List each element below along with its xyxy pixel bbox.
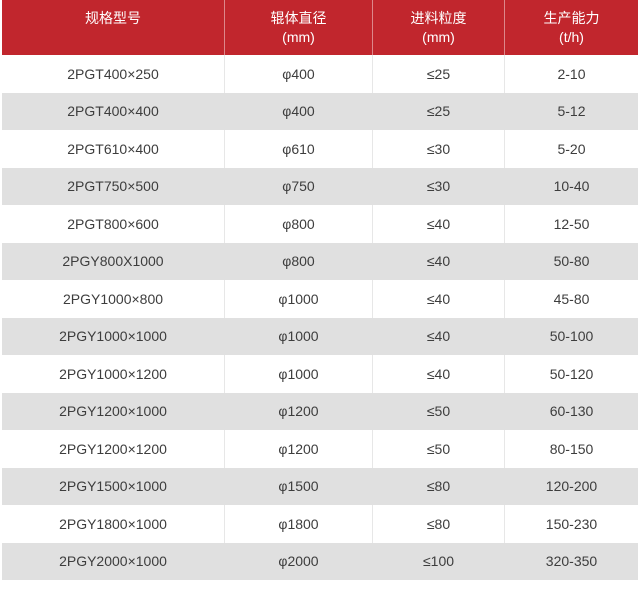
capacity-cell: 5-12 — [557, 103, 586, 120]
feed-size-cell: ≤40 — [373, 280, 505, 318]
header-cell-model: 规格型号 — [2, 0, 225, 55]
header-title: 生产能力 — [543, 10, 600, 26]
table-row: 2PGT750×500 φ750 ≤30 10-40 — [2, 167, 638, 205]
spec-table: 规格型号 辊体直径 (mm) 进料粒度 (mm) 生产能力 (t/h) 2PGT… — [2, 0, 638, 580]
capacity-cell: 12-50 — [553, 215, 590, 232]
roller-diameter-cell: φ800 — [282, 253, 315, 270]
roller-diameter-cell: φ1500 — [278, 478, 319, 495]
table-header-row: 规格型号 辊体直径 (mm) 进料粒度 (mm) 生产能力 (t/h) — [2, 0, 638, 55]
header-unit: (mm) — [422, 29, 455, 45]
model-cell: 2PGT750×500 — [67, 178, 159, 195]
roller-diameter-cell: φ750 — [282, 178, 315, 195]
model-cell: 2PGY1000×800 — [2, 280, 225, 318]
table-row: 2PGY1000×1200 φ1000 ≤40 50-120 — [2, 355, 638, 393]
model-cell: 2PGY1500×1000 — [59, 478, 167, 495]
capacity-cell: 320-350 — [545, 553, 598, 570]
feed-size-cell: ≤30 — [373, 130, 505, 168]
feed-size-cell: ≤80 — [373, 505, 505, 543]
model-cell: 2PGT400×400 — [67, 103, 159, 120]
roller-diameter-cell: φ1000 — [278, 328, 319, 345]
capacity-cell: 50-100 — [549, 328, 594, 345]
table-row: 2PGY1500×1000 φ1500 ≤80 120-200 — [2, 467, 638, 505]
capacity-cell: 50-80 — [553, 253, 590, 270]
header-cell-capacity: 生产能力 (t/h) — [505, 0, 638, 55]
roller-diameter-cell: φ400 — [225, 55, 373, 93]
table-row: 2PGT800×600 φ800 ≤40 12-50 — [2, 205, 638, 243]
model-cell: 2PGY1000×1000 — [59, 328, 167, 345]
roller-diameter-cell: φ1000 — [225, 280, 373, 318]
feed-size-cell: ≤80 — [426, 478, 451, 495]
model-cell: 2PGY1800×1000 — [2, 505, 225, 543]
model-cell: 2PGT800×600 — [2, 205, 225, 243]
header-cell-feed-size: 进料粒度 (mm) — [373, 0, 505, 55]
feed-size-cell: ≤40 — [426, 253, 451, 270]
header-unit: (mm) — [282, 29, 315, 45]
header-title: 进料粒度 — [410, 10, 467, 26]
roller-diameter-cell: φ1200 — [225, 430, 373, 468]
capacity-cell: 5-20 — [557, 140, 586, 157]
model-cell: 2PGY2000×1000 — [59, 553, 167, 570]
capacity-cell: 2-10 — [557, 65, 586, 82]
table-body: 2PGT400×250 φ400 ≤25 2-10 2PGT400×400 φ4… — [2, 55, 638, 580]
feed-size-cell: ≤40 — [373, 355, 505, 393]
roller-diameter-cell: φ800 — [225, 205, 373, 243]
table-row: 2PGT400×400 φ400 ≤25 5-12 — [2, 92, 638, 130]
feed-size-cell: ≤25 — [373, 55, 505, 93]
model-cell: 2PGY1200×1200 — [2, 430, 225, 468]
roller-diameter-cell: φ1000 — [225, 355, 373, 393]
table-row: 2PGY1000×800 φ1000 ≤40 45-80 — [2, 280, 638, 318]
table-row: 2PGY800X1000 φ800 ≤40 50-80 — [2, 242, 638, 280]
capacity-cell: 120-200 — [545, 478, 598, 495]
feed-size-cell: ≤30 — [426, 178, 451, 195]
roller-diameter-cell: φ1800 — [225, 505, 373, 543]
feed-size-cell: ≤50 — [426, 403, 451, 420]
table-row: 2PGY2000×1000 φ2000 ≤100 320-350 — [2, 542, 638, 580]
roller-diameter-cell: φ1200 — [278, 403, 319, 420]
feed-size-cell: ≤25 — [426, 103, 451, 120]
capacity-cell: 10-40 — [553, 178, 590, 195]
feed-size-cell: ≤40 — [426, 328, 451, 345]
feed-size-cell: ≤50 — [373, 430, 505, 468]
capacity-cell: 50-120 — [549, 365, 594, 382]
model-cell: 2PGY800X1000 — [62, 253, 164, 270]
header-unit: (t/h) — [559, 29, 584, 45]
roller-diameter-cell: φ610 — [225, 130, 373, 168]
capacity-cell: 60-130 — [549, 403, 594, 420]
table-row: 2PGY1800×1000 φ1800 ≤80 150-230 — [2, 505, 638, 543]
header-cell-roller-diameter: 辊体直径 (mm) — [225, 0, 373, 55]
table-row: 2PGT400×250 φ400 ≤25 2-10 — [2, 55, 638, 93]
roller-diameter-cell: φ2000 — [278, 553, 319, 570]
table-row: 2PGT610×400 φ610 ≤30 5-20 — [2, 130, 638, 168]
header-title: 规格型号 — [85, 10, 141, 26]
header-title: 辊体直径 — [270, 10, 327, 26]
feed-size-cell: ≤100 — [422, 553, 455, 570]
capacity-cell: 45-80 — [553, 290, 590, 307]
model-cell: 2PGY1200×1000 — [59, 403, 167, 420]
model-cell: 2PGY1000×1200 — [2, 355, 225, 393]
table-row: 2PGY1200×1200 φ1200 ≤50 80-150 — [2, 430, 638, 468]
feed-size-cell: ≤40 — [373, 205, 505, 243]
table-row: 2PGY1200×1000 φ1200 ≤50 60-130 — [2, 392, 638, 430]
capacity-cell: 80-150 — [549, 440, 594, 457]
model-cell: 2PGT610×400 — [2, 130, 225, 168]
capacity-cell: 150-230 — [545, 515, 598, 532]
roller-diameter-cell: φ400 — [282, 103, 315, 120]
table-row: 2PGY1000×1000 φ1000 ≤40 50-100 — [2, 317, 638, 355]
model-cell: 2PGT400×250 — [2, 55, 225, 93]
